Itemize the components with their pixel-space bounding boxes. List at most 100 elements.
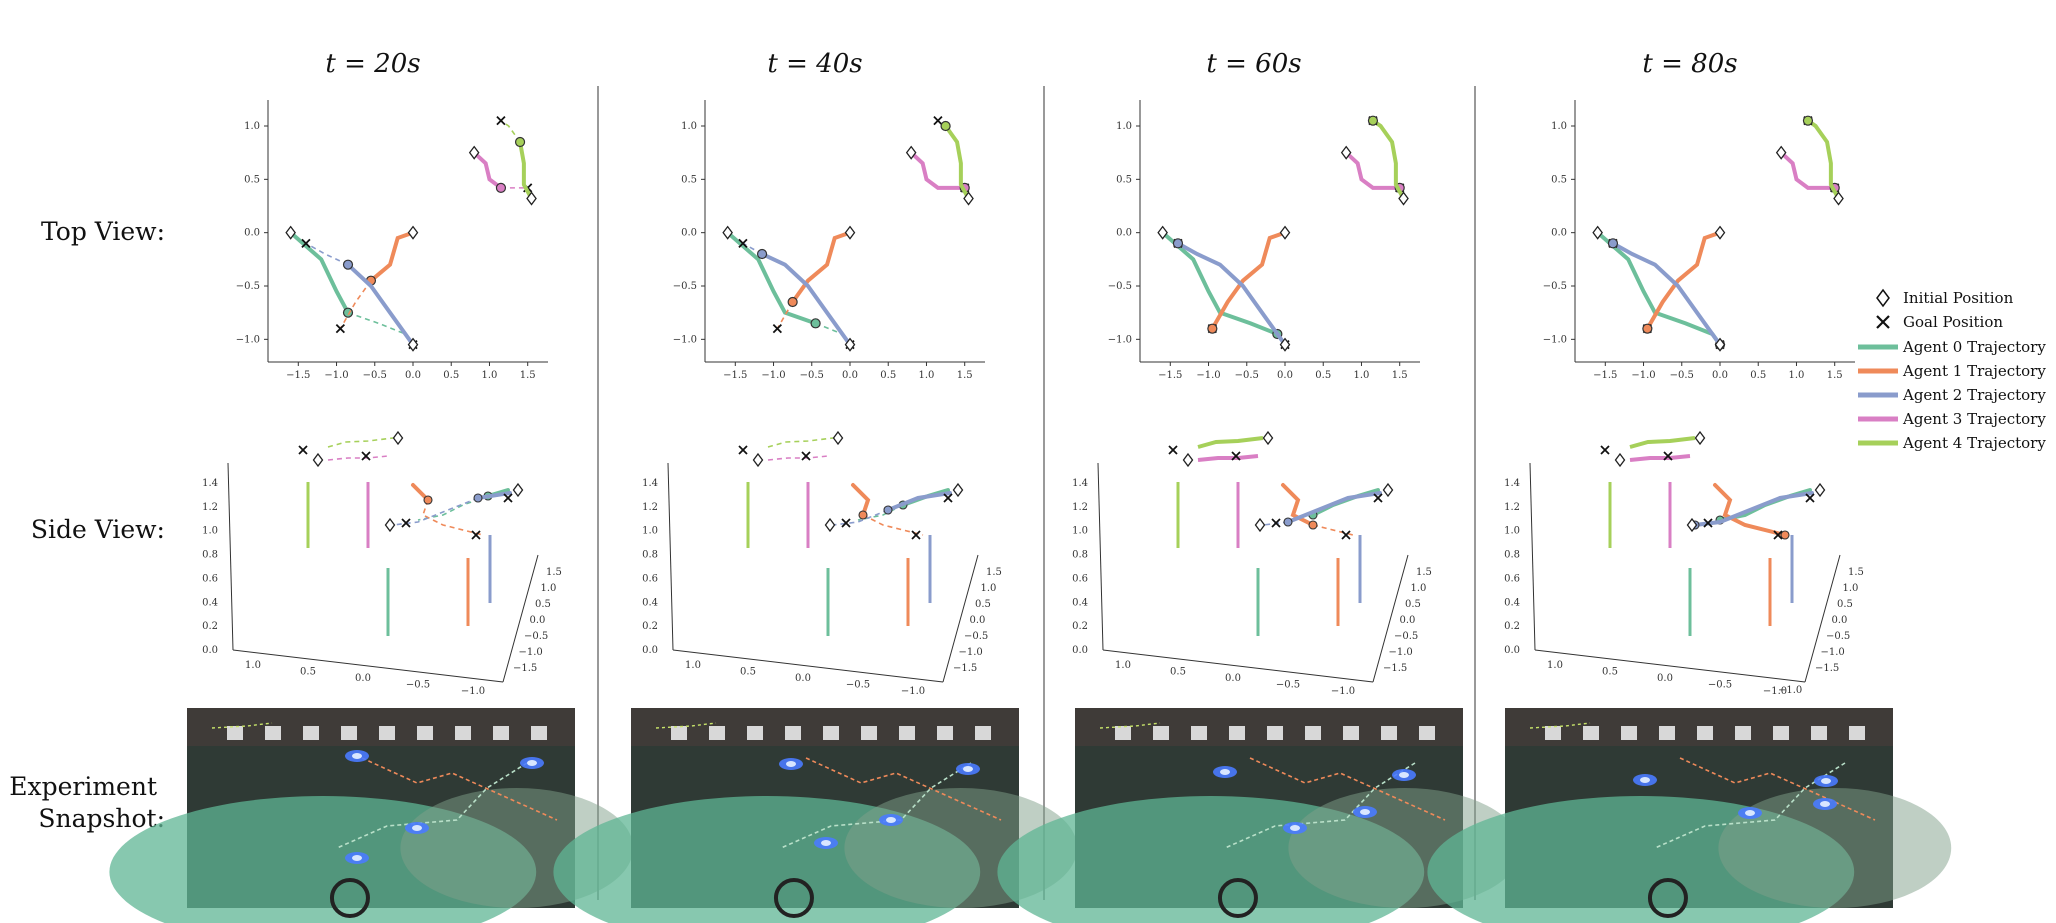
executed-3d-trajectory <box>851 483 871 517</box>
z-tick-label: 1.2 <box>1072 502 1088 513</box>
projected-path <box>1249 757 1446 821</box>
current-3d-position-marker <box>1780 530 1790 540</box>
planned-trajectory <box>339 280 372 330</box>
depth-tick-label: 1.0 <box>1843 583 1859 594</box>
wall-marker <box>1419 726 1435 740</box>
z-tick-label: 0.0 <box>1072 645 1088 656</box>
y-axis-line <box>1804 554 1841 683</box>
wall-marker <box>493 726 509 740</box>
drone-light <box>352 753 362 759</box>
planned-3d-trajectory <box>857 504 904 521</box>
x-tick-label: 1.0 <box>1354 370 1370 381</box>
x-tick-label: 1.5 <box>520 370 536 381</box>
landing-pad <box>1647 878 1688 918</box>
x-tick-label: −0.5 <box>1276 680 1300 691</box>
wall-marker <box>747 726 763 740</box>
x-tick-label: 0.0 <box>842 370 858 381</box>
agent-3-3d-trajectory <box>327 455 389 461</box>
depth-tick-label: −1.5 <box>953 663 977 674</box>
panels: 1.0 0.5 0.0 −0.5 −1.0 −1.5 −1.0 −0.5 0.0 0.5 1.0 1.… <box>109 100 1952 923</box>
wall-marker <box>265 726 281 740</box>
drone-light <box>1821 778 1831 784</box>
experiment-snapshot <box>553 708 1078 923</box>
wall-marker <box>785 726 801 740</box>
wall-marker <box>823 726 839 740</box>
planned-3d-trajectory <box>422 499 484 536</box>
executed-trajectory <box>1805 118 1841 201</box>
drone-light <box>1220 769 1230 775</box>
legend: Initial Position Goal Position Agent 0 T… <box>1858 288 2046 452</box>
executed-trajectory <box>943 124 971 201</box>
planned-3d-trajectory <box>1312 524 1354 536</box>
goal-marker-stroke <box>361 451 371 461</box>
current-position-marker <box>495 182 507 193</box>
executed-trajectory <box>1645 230 1722 331</box>
row-label-experiment: Experiment <box>9 772 157 801</box>
x-tick-label: 0.5 <box>1750 370 1766 381</box>
y-tick-label: 0.0 <box>1116 228 1132 239</box>
depth-tick-label: −1.5 <box>1383 663 1407 674</box>
goal-marker <box>301 238 311 248</box>
depth-tick-label: 0.0 <box>1400 615 1416 626</box>
goal-marker <box>943 493 953 503</box>
current-position-marker <box>1172 238 1184 249</box>
executed-trajectory <box>1370 118 1406 201</box>
drone-light <box>1820 801 1830 807</box>
executed-trajectory <box>1160 230 1280 336</box>
y-tick-label: −0.5 <box>1108 281 1132 292</box>
y-tick-label: −0.5 <box>673 281 697 292</box>
y-tick-label: 0.0 <box>681 228 697 239</box>
drone-light <box>886 817 896 823</box>
depth-tick-label: 0.0 <box>1832 615 1848 626</box>
wall-marker <box>1735 726 1751 740</box>
initial-marker <box>1714 225 1726 240</box>
x-tick-label: 1.0 <box>1789 370 1805 381</box>
z-tick-label: 1.0 <box>202 526 218 537</box>
goal-marker <box>1600 445 1610 455</box>
z-tick-label: 1.0 <box>1504 526 1520 537</box>
current-3d-position-marker <box>1283 517 1293 527</box>
y-tick-label: −1.0 <box>1543 334 1567 345</box>
agent-4-3d-trajectory <box>767 437 834 448</box>
initial-marker <box>407 225 419 240</box>
x-tick-label: −0.5 <box>406 680 430 691</box>
planned-trajectory <box>305 242 349 266</box>
initial-marker <box>1398 191 1409 206</box>
goal-marker <box>933 116 943 126</box>
z-tick-label: 0.4 <box>1504 597 1520 608</box>
y-tick-label: 0.5 <box>681 174 697 185</box>
wall-marker <box>379 726 395 740</box>
initial-marker <box>1592 225 1603 240</box>
goal-marker-stroke <box>943 493 953 503</box>
goal-marker <box>1341 530 1351 540</box>
goal-marker <box>1703 518 1713 528</box>
x-tick-label: −0.5 <box>800 370 824 381</box>
initial-marker <box>1182 452 1194 468</box>
depth-tick-label: 1.5 <box>1848 567 1864 578</box>
drone-light <box>1290 825 1300 831</box>
side-view-plot: 1.4 1.2 1.0 0.8 0.6 0.4 0.2 0.0 1.0 0.5 0.0 −0.5 −1.… <box>1504 430 1864 697</box>
x-tick-label: −1.5 <box>1158 370 1182 381</box>
x-tick-label: 0.5 <box>880 370 896 381</box>
side-view-plot: 1.4 1.2 1.0 0.8 0.6 0.4 0.2 0.0 1.0 0.5 0.0 −0.5 −1.… <box>642 430 1002 697</box>
depth-tick-label: 1.0 <box>981 583 997 594</box>
goal-marker-stroke <box>1231 451 1241 461</box>
wall-marker <box>937 726 953 740</box>
initial-marker <box>526 191 537 206</box>
initial-marker <box>952 482 964 498</box>
row-label-snapshot: Snapshot: <box>38 804 165 833</box>
depth-tick-label: 1.5 <box>986 567 1002 578</box>
depth-tick-label: 1.0 <box>1411 583 1427 594</box>
z-tick-label: 0.4 <box>202 597 218 608</box>
x-tick-label: 0.5 <box>443 370 459 381</box>
x-tick-label: −1.0 <box>761 370 785 381</box>
current-position-marker <box>940 120 951 132</box>
depth-tick-label: 0.5 <box>535 599 551 610</box>
wall-marker <box>1115 726 1131 740</box>
goal-marker-stroke <box>801 451 811 461</box>
legend-agent-3-label: Agent 3 Trajectory <box>1902 410 2046 428</box>
x-tick-label: 0.5 <box>740 667 756 678</box>
initial-marker <box>407 337 419 352</box>
wall-marker <box>1343 726 1359 740</box>
